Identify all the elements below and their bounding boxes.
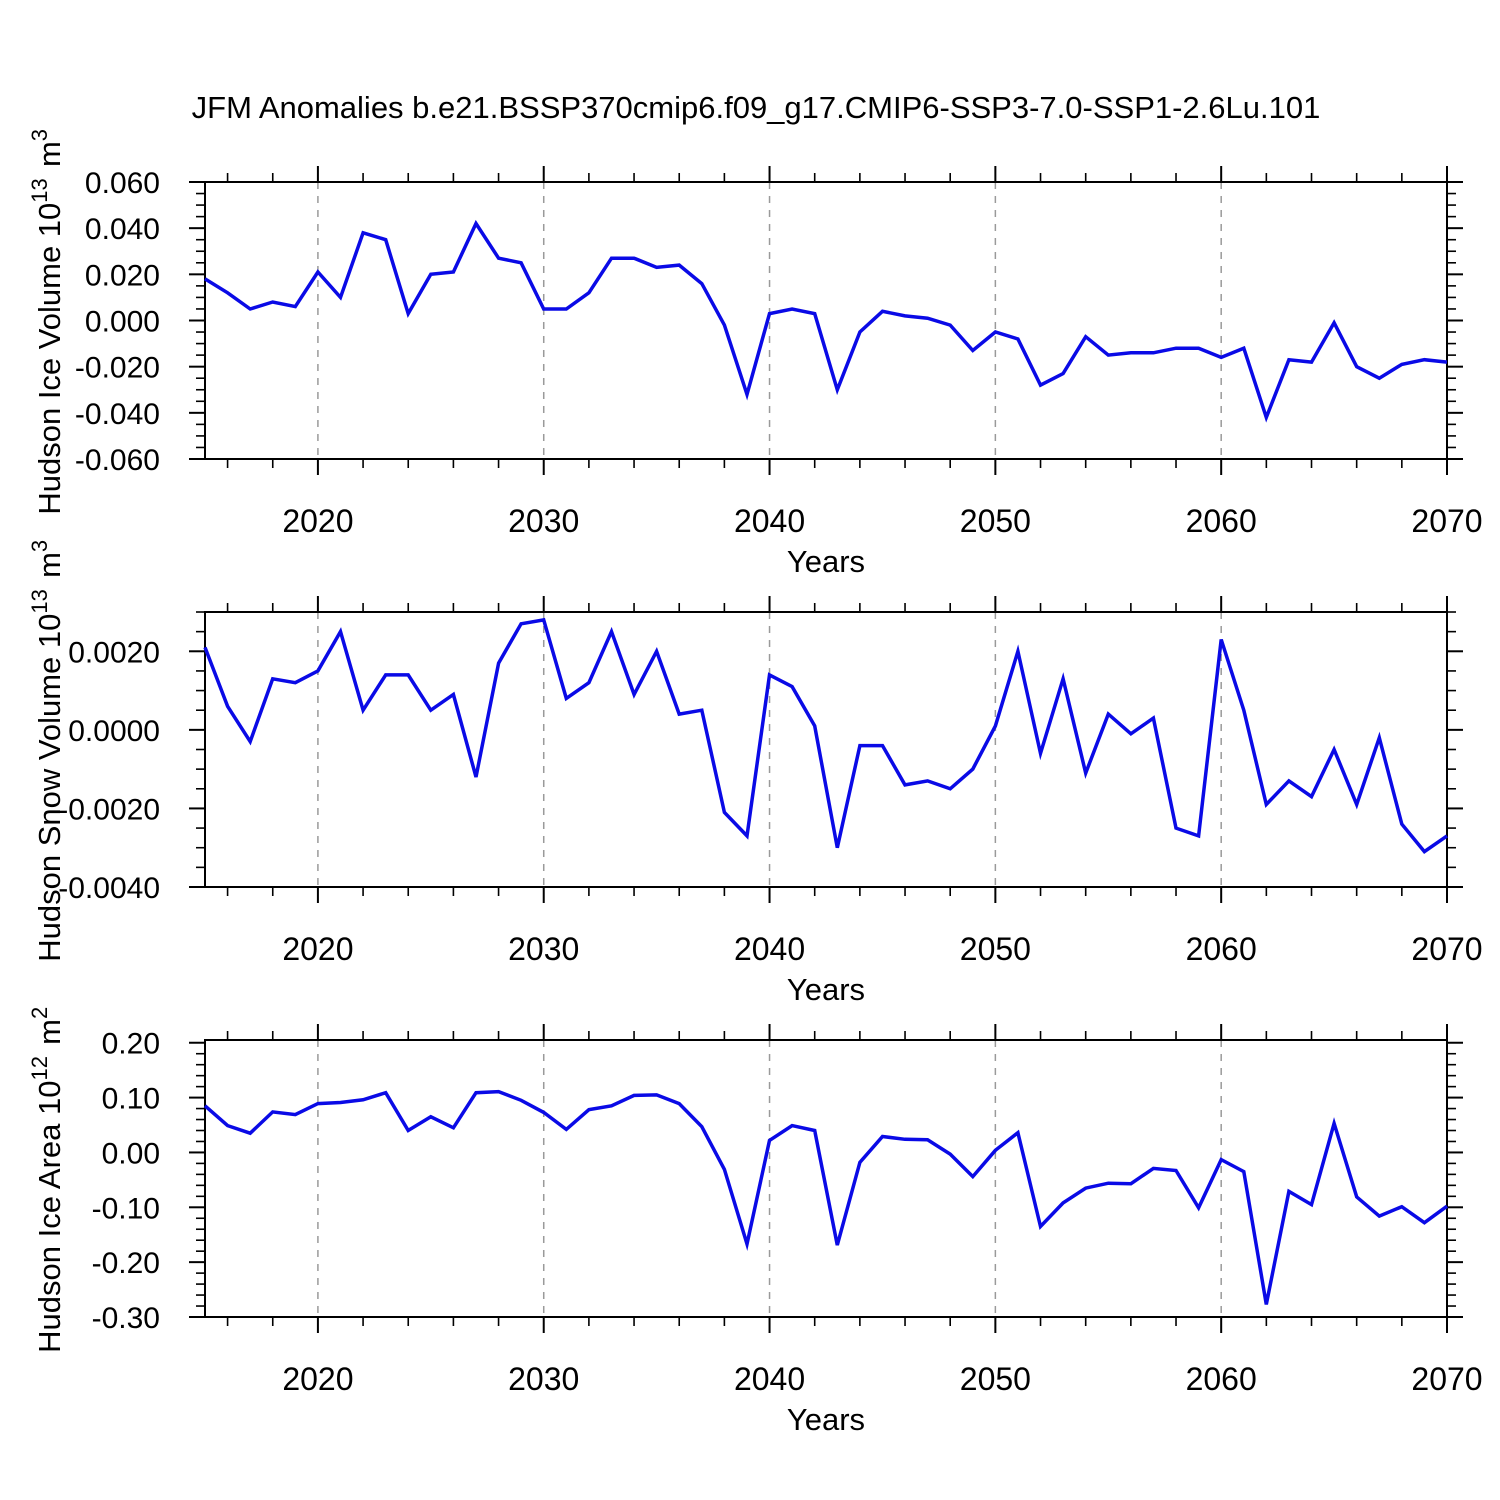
y-tick-label: 0.0020 [68,636,160,669]
x-tick-label: 2040 [734,1361,805,1397]
hudson-ice-volume-series-line [204,219,1448,423]
y-tick-label: 0.00 [102,1137,160,1170]
y-tick-label: -0.020 [75,352,160,385]
panel-hudson-snow-volume: 0.0020 0.0000 -0.0020 -0.0040 2020 2030 2040 20… [27,537,1483,1007]
y-tick-label: 0.10 [102,1083,160,1116]
x-tick-label: 2060 [1186,931,1257,967]
y-tick-label: -0.040 [75,398,160,431]
y-tick-label: 0.000 [85,306,160,339]
y-tick-label: 0.0000 [68,715,160,748]
x-axis-title: Years [787,972,865,1007]
x-tick-label: 2060 [1186,503,1257,539]
y-tick-label: 0.20 [102,1028,160,1061]
x-tick-label: 2030 [508,503,579,539]
x-tick-label: 2030 [508,931,579,967]
plot-frame [204,1039,1448,1318]
x-axis-title: Years [787,1402,865,1437]
hudson-snow-volume-series-line [203,617,1448,854]
x-axis-title: Years [787,544,865,579]
x-tick-label: 2050 [960,503,1031,539]
x-tick-label: 2040 [734,503,805,539]
x-tick-label: 2060 [1186,1361,1257,1397]
y-tick-label: -0.060 [75,444,160,477]
x-tick-label: 2020 [282,503,353,539]
y-tick-label: -0.30 [92,1302,160,1335]
x-tick-label: 2070 [1411,503,1482,539]
y-axis-title: Hudson Ice Volume 1013 m3 [27,126,67,514]
plot-frame [204,181,1448,460]
y-tick-label: -0.20 [92,1247,160,1280]
panel-hudson-ice-volume: 0.060 0.040 0.020 0.000 -0.020 -0.040 -0.060 20… [27,126,1483,579]
x-tick-label: 2030 [508,1361,579,1397]
x-tick-label: 2020 [282,1361,353,1397]
y-tick-label: -0.10 [92,1192,160,1225]
y-axis-title: Hudson Snow Volume 1013 m3 [27,537,67,961]
hudson-ice-area-series-line [203,1089,1449,1305]
x-tick-label: 2050 [960,1361,1031,1397]
y-tick-label: -0.0020 [58,793,160,826]
y-axis-title: Hudson Ice Area 1012 m2 [27,1004,67,1353]
y-tick-label: 0.040 [85,213,160,246]
x-tick-label: 2070 [1411,931,1482,967]
y-tick-label: 0.020 [85,259,160,292]
figure-title: JFM Anomalies b.e21.BSSP370cmip6.f09_g17… [192,90,1321,125]
plot-frame [204,611,1448,888]
x-tick-label: 2020 [282,931,353,967]
y-tick-label: 0.060 [85,167,160,200]
y-tick-label: -0.0040 [58,872,160,905]
panel-hudson-ice-area: 0.20 0.10 0.00 -0.10 -0.20 -0.30 2020 2030 2040 2… [27,1004,1483,1437]
x-tick-label: 2070 [1411,1361,1482,1397]
x-tick-label: 2040 [734,931,805,967]
x-tick-label: 2050 [960,931,1031,967]
